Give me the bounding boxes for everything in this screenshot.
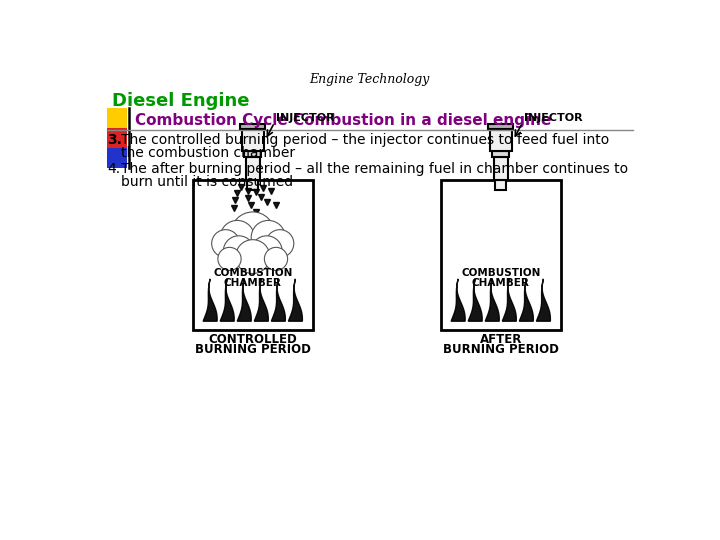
Polygon shape [220, 279, 234, 321]
Circle shape [266, 230, 294, 258]
Circle shape [264, 247, 287, 271]
Bar [495, 180, 506, 190]
Text: CONTROLLED: CONTROLLED [208, 333, 297, 346]
Polygon shape [203, 279, 217, 321]
Text: BURNING PERIOD: BURNING PERIOD [195, 343, 311, 356]
Text: Engine Technology: Engine Technology [309, 72, 429, 85]
Circle shape [212, 230, 240, 258]
Text: The controlled burning period – the injector continues to feed fuel into: The controlled burning period – the inje… [121, 133, 609, 147]
Polygon shape [503, 279, 516, 321]
Bar [107, 148, 127, 168]
Text: Diesel Engine: Diesel Engine [112, 92, 249, 110]
Bar [441, 180, 561, 330]
Text: 3.: 3. [107, 133, 122, 147]
Bar [494, 157, 508, 180]
Text: burn until it is consumed: burn until it is consumed [121, 175, 293, 189]
Circle shape [251, 236, 282, 267]
Polygon shape [254, 279, 269, 321]
Text: The after burning period – all the remaining fuel in chamber continues to: The after burning period – all the remai… [121, 162, 628, 176]
Circle shape [235, 240, 270, 274]
Circle shape [218, 247, 241, 271]
Bar [248, 180, 258, 190]
Polygon shape [451, 279, 465, 321]
Polygon shape [536, 279, 550, 321]
Text: COMBUSTION: COMBUSTION [213, 268, 292, 278]
Bar [193, 180, 312, 330]
Circle shape [223, 236, 254, 267]
Polygon shape [485, 279, 499, 321]
Polygon shape [468, 279, 482, 321]
Text: INJECTOR: INJECTOR [524, 112, 582, 123]
Bar [107, 128, 127, 148]
Circle shape [251, 220, 285, 254]
Bar [488, 124, 513, 130]
Bar [244, 151, 261, 157]
Text: the combustion chamber: the combustion chamber [121, 146, 295, 160]
Polygon shape [238, 279, 251, 321]
Bar [492, 151, 509, 157]
Text: 4.: 4. [107, 162, 120, 176]
Text: AFTER: AFTER [480, 333, 522, 346]
Bar [240, 124, 265, 130]
Text: BURNING PERIOD: BURNING PERIOD [443, 343, 559, 356]
Polygon shape [289, 279, 302, 321]
Circle shape [231, 212, 274, 255]
Text: COMBUSTION: COMBUSTION [461, 268, 541, 278]
Text: INJECTOR: INJECTOR [276, 112, 335, 123]
Polygon shape [519, 279, 534, 321]
Bar [490, 130, 512, 151]
Polygon shape [271, 279, 285, 321]
Bar [242, 130, 264, 151]
Text: Combustion Cycle Combustion in a diesel engine: Combustion Cycle Combustion in a diesel … [135, 112, 552, 127]
Text: CHAMBER: CHAMBER [472, 278, 530, 288]
Text: CHAMBER: CHAMBER [224, 278, 282, 288]
Bar [107, 108, 127, 128]
Circle shape [220, 220, 254, 254]
Bar [246, 157, 260, 180]
